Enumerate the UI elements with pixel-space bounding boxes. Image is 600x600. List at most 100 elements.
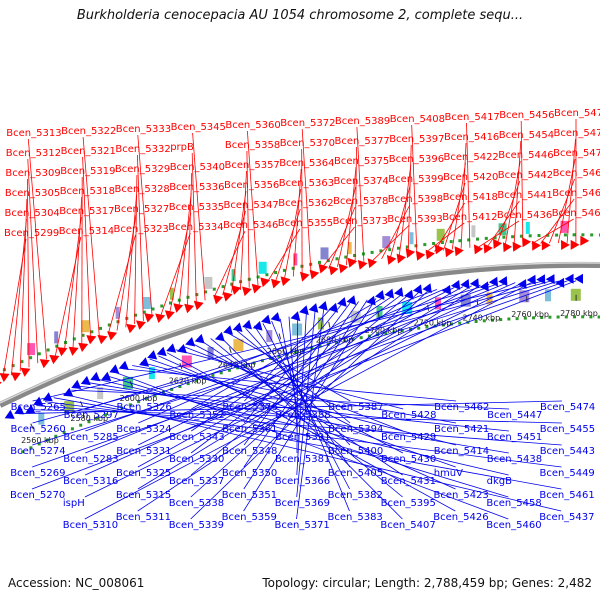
reverse-gene-arrow bbox=[318, 301, 328, 311]
gene-label: Bcen_5381 bbox=[275, 454, 330, 465]
gene-label: Bcen_5397 bbox=[389, 134, 444, 145]
label-leader-line bbox=[345, 166, 357, 266]
gene-label: Bcen_5355 bbox=[278, 218, 333, 229]
forward-gene-arrow bbox=[503, 242, 512, 253]
label-leader-line bbox=[53, 397, 562, 490]
forward-gene-arrow bbox=[271, 278, 281, 289]
label-leader-line bbox=[504, 160, 521, 246]
gc-dot bbox=[137, 400, 141, 404]
gc-dot bbox=[145, 396, 149, 400]
forward-gene-arrow bbox=[386, 255, 397, 265]
gc-dot bbox=[318, 260, 321, 264]
chromosome-backbone bbox=[0, 261, 600, 408]
label-leader-line bbox=[284, 188, 302, 279]
label-leader-line bbox=[381, 204, 411, 260]
reverse-gene-arrow bbox=[564, 273, 574, 284]
feature-block bbox=[54, 331, 59, 344]
reverse-gene-arrow bbox=[450, 280, 461, 290]
gc-dot bbox=[432, 242, 436, 245]
tick-label: 2740 kbp bbox=[463, 313, 501, 322]
feature-block bbox=[142, 297, 151, 309]
label-leader-line bbox=[137, 154, 144, 321]
forward-gene-arrow bbox=[0, 381, 2, 385]
gene-label: Bcen_5371 bbox=[275, 520, 330, 531]
forward-gene-arrow bbox=[68, 346, 79, 356]
label-leader-line bbox=[72, 196, 83, 349]
gene-label: Bcen_5451 bbox=[487, 432, 542, 443]
label-leader-line bbox=[531, 218, 574, 245]
gene-label: Bcen_5326 bbox=[117, 402, 172, 413]
forward-gene-arrow bbox=[155, 313, 166, 323]
gc-dot bbox=[379, 249, 383, 253]
label-leader-line bbox=[192, 132, 206, 301]
label-leader-line bbox=[231, 190, 247, 293]
gene-label: Bcen_5297 bbox=[64, 410, 119, 421]
label-leader-line bbox=[137, 286, 464, 468]
gc-dot bbox=[523, 316, 527, 320]
gc-dot bbox=[256, 275, 260, 279]
label-leader-line bbox=[27, 138, 47, 360]
gc-dot bbox=[195, 293, 199, 297]
forward-gene-arrow bbox=[328, 265, 339, 276]
label-leader-line bbox=[62, 393, 562, 512]
gc-dot bbox=[335, 257, 339, 261]
forward-gene-arrow bbox=[561, 240, 570, 250]
gene-label: Bcen_5377 bbox=[335, 136, 390, 147]
gc-dot bbox=[87, 420, 91, 424]
gc-dot bbox=[563, 233, 567, 237]
gc-dot bbox=[440, 241, 444, 244]
label-leader-line bbox=[116, 214, 137, 331]
label-leader-line bbox=[107, 234, 136, 335]
gene-label: Bcen_5400 bbox=[328, 446, 383, 457]
feature-block bbox=[181, 355, 192, 368]
gene-label: Bcen_5362 bbox=[278, 198, 333, 209]
label-leader-line bbox=[138, 287, 455, 446]
gene-label: Bcen_5420 bbox=[443, 172, 498, 183]
gc-dot bbox=[499, 318, 503, 322]
gene-label: Bcen_5360 bbox=[225, 120, 280, 131]
tick-label: 2640 kbp bbox=[218, 361, 256, 370]
reverse-gene-arrow bbox=[346, 295, 357, 305]
reverse-gene-arrow bbox=[384, 288, 394, 299]
reverse-gene-arrow bbox=[42, 392, 53, 402]
forward-gene-arrow bbox=[522, 237, 532, 248]
gc-dot bbox=[476, 237, 479, 241]
forward-gene-arrow bbox=[49, 354, 60, 365]
reverse-gene-arrow bbox=[25, 404, 36, 414]
label-leader-line bbox=[466, 122, 471, 248]
gene-label: Bcen_5348 bbox=[222, 446, 277, 457]
gene-label: Bcen_5387 bbox=[328, 402, 383, 413]
gc-dot bbox=[384, 331, 388, 335]
gene-label: dkgB bbox=[487, 476, 512, 487]
gc-dot bbox=[573, 315, 576, 319]
label-leader-line bbox=[253, 325, 351, 468]
forward-gene-arrow bbox=[136, 320, 146, 330]
gc-dot bbox=[343, 339, 347, 343]
gene-label: Bcen_5316 bbox=[63, 476, 118, 487]
forward-gene-arrow bbox=[231, 285, 242, 295]
forward-gene-arrow bbox=[10, 372, 21, 382]
label-leader-line bbox=[398, 164, 412, 257]
gene-label: hmuV bbox=[434, 468, 463, 479]
gene-label: Bcen_5335 bbox=[169, 202, 224, 213]
gene-label: Bcen_5447 bbox=[487, 410, 542, 421]
forward-gene-arrow bbox=[213, 294, 223, 305]
gc-dot bbox=[104, 413, 107, 417]
label-leader-line bbox=[549, 178, 575, 244]
gc-dot bbox=[397, 246, 400, 250]
tick-mark bbox=[229, 347, 232, 354]
gene-label: Bcen_5382 bbox=[328, 490, 383, 501]
gene-label: Bcen_5361 bbox=[222, 424, 277, 435]
gc-dot bbox=[134, 313, 137, 317]
feature-block bbox=[231, 269, 236, 282]
gene-label: Bcen_5422 bbox=[444, 152, 499, 163]
gene-label: Bcen_5370 bbox=[280, 138, 335, 149]
forward-gene-arrow bbox=[425, 249, 435, 260]
label-leader-line bbox=[137, 284, 481, 512]
forward-gene-arrow bbox=[144, 313, 155, 323]
gene-label: Bcen_5418 bbox=[443, 192, 498, 203]
label-leader-line bbox=[138, 288, 446, 424]
label-leader-line bbox=[247, 130, 259, 286]
forward-gene-arrow bbox=[20, 367, 31, 377]
gc-dot bbox=[450, 322, 453, 326]
